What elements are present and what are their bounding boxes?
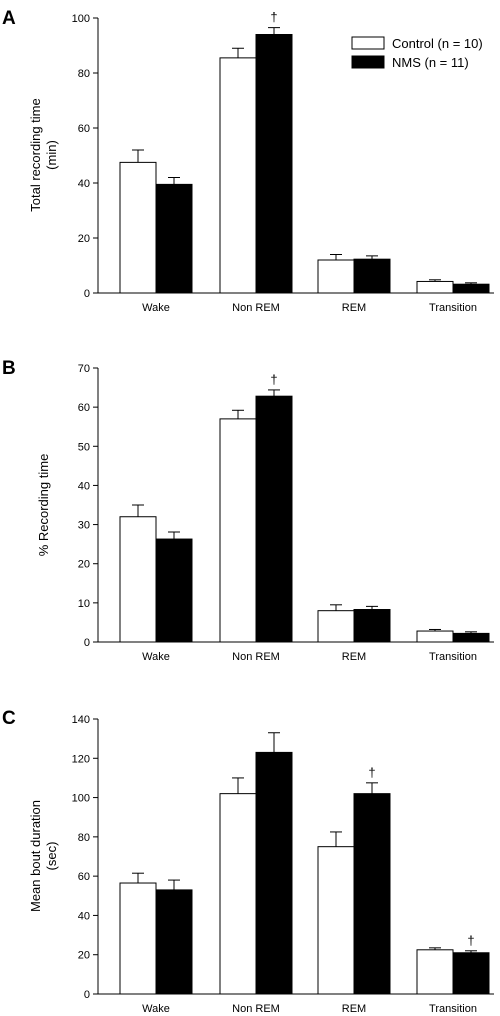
y-tick-label: 0 <box>84 288 90 300</box>
y-axis-label: % Recording time <box>36 454 51 557</box>
y-tick-label: 20 <box>78 950 90 962</box>
y-tick-label: 100 <box>72 793 90 805</box>
y-tick-label: 70 <box>78 363 90 375</box>
y-tick-label: 120 <box>72 753 90 765</box>
legend-label-control: Control (n = 10) <box>392 36 483 51</box>
y-tick-label: 30 <box>78 520 90 532</box>
significance-marker: † <box>368 765 375 780</box>
bar-nms <box>353 258 391 294</box>
bar-control <box>119 882 157 995</box>
bar-control <box>317 610 355 643</box>
chart-panel-b: B 0 10 20 30 40 50 60 70 % Recording time Wake Non … <box>2 358 494 663</box>
y-axis-label: (min) <box>44 140 59 170</box>
panel-label: B <box>2 358 16 379</box>
y-tick-label: 60 <box>78 402 90 414</box>
bar-nms <box>452 632 490 643</box>
bar-control <box>219 418 257 643</box>
y-axis-label: Total recording time <box>28 98 43 211</box>
y-tick-label: 10 <box>78 598 90 610</box>
bar-control <box>416 949 454 995</box>
panel-label: C <box>2 708 16 729</box>
legend-swatch-nms <box>351 55 385 69</box>
legend: Control (n = 10) NMS (n = 11) <box>351 36 483 70</box>
bar-control <box>317 259 355 294</box>
y-tick-label: 40 <box>78 178 90 190</box>
x-tick-label: Wake <box>142 302 170 314</box>
bar-control <box>416 280 454 294</box>
y-tick-label: 40 <box>78 480 90 492</box>
bar-nms <box>353 609 391 643</box>
bar-nms <box>255 751 293 995</box>
legend-label-nms: NMS (n = 11) <box>392 55 469 70</box>
x-tick-label: Transition <box>429 1003 477 1015</box>
y-tick-label: 0 <box>84 989 90 1001</box>
y-tick-label: 50 <box>78 441 90 453</box>
panel-label: A <box>2 8 16 29</box>
y-tick-label: 60 <box>78 871 90 883</box>
chart-panel-a: A 0 20 40 60 80 100 Total recording time (min) Wa… <box>2 8 494 314</box>
bar-nms <box>452 952 490 995</box>
x-tick-label: Transition <box>429 302 477 314</box>
bar-nms <box>155 538 193 643</box>
x-tick-label: Transition <box>429 651 477 663</box>
y-tick-label: 100 <box>72 13 90 25</box>
y-tick-label: 80 <box>78 832 90 844</box>
x-tick-label: Non REM <box>232 302 280 314</box>
y-axis-label: Mean bout duration <box>28 800 43 912</box>
y-axis-label: (sec) <box>44 842 59 871</box>
y-tick-label: 40 <box>78 910 90 922</box>
x-tick-label: REM <box>342 302 366 314</box>
bar-control <box>119 516 157 643</box>
bar-control <box>219 57 257 294</box>
y-tick-label: 60 <box>78 123 90 135</box>
x-tick-label: REM <box>342 1003 366 1015</box>
significance-marker: † <box>270 10 277 25</box>
bar-control <box>119 161 157 294</box>
y-tick-label: 140 <box>72 714 90 726</box>
bar-nms <box>155 889 193 995</box>
bar-nms <box>353 793 391 995</box>
y-tick-label: 80 <box>78 68 90 80</box>
x-tick-label: REM <box>342 651 366 663</box>
x-tick-label: Wake <box>142 1003 170 1015</box>
legend-swatch-control <box>351 36 385 50</box>
bar-control <box>219 793 257 995</box>
significance-marker: † <box>467 933 474 948</box>
bar-control <box>317 846 355 995</box>
x-tick-label: Non REM <box>232 651 280 663</box>
bar-nms <box>255 395 293 643</box>
y-tick-label: 20 <box>78 559 90 571</box>
bar-nms <box>155 183 193 294</box>
y-tick-label: 0 <box>84 637 90 649</box>
y-tick-label: 20 <box>78 233 90 245</box>
bar-nms <box>255 34 293 294</box>
chart-panel-c: C 0 20 40 60 80 100 120 140 Mean bout duration (se… <box>2 708 494 1015</box>
x-tick-label: Non REM <box>232 1003 280 1015</box>
bar-control <box>416 630 454 643</box>
x-tick-label: Wake <box>142 651 170 663</box>
significance-marker: † <box>270 372 277 387</box>
bar-nms <box>452 283 490 294</box>
